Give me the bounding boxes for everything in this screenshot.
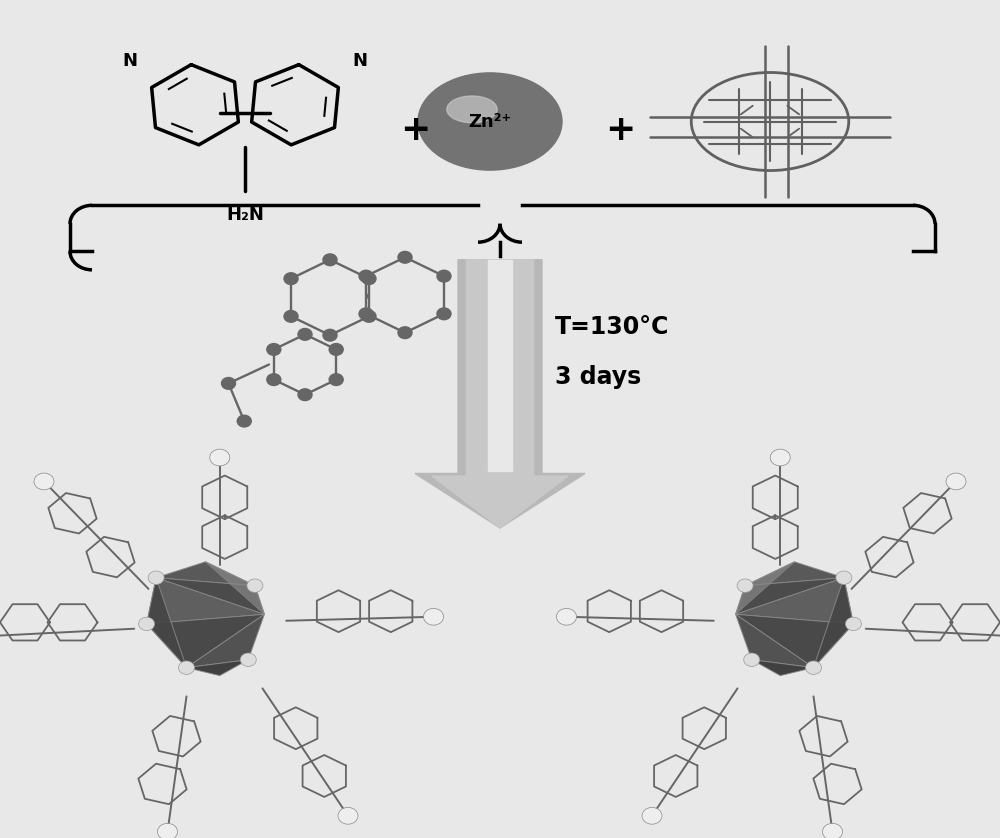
Circle shape <box>770 449 790 466</box>
Circle shape <box>359 308 373 319</box>
Circle shape <box>737 579 753 592</box>
FancyArrow shape <box>415 260 585 528</box>
Circle shape <box>157 823 178 838</box>
Circle shape <box>247 579 263 592</box>
Circle shape <box>267 344 281 355</box>
Circle shape <box>298 328 312 340</box>
Circle shape <box>642 808 662 824</box>
Text: +: + <box>605 113 635 147</box>
Polygon shape <box>814 577 853 668</box>
Circle shape <box>329 344 343 355</box>
Circle shape <box>822 823 842 838</box>
Circle shape <box>946 473 966 489</box>
Circle shape <box>298 389 312 401</box>
Polygon shape <box>745 561 844 586</box>
Circle shape <box>284 273 298 285</box>
Circle shape <box>329 374 343 385</box>
Polygon shape <box>147 577 186 668</box>
Ellipse shape <box>454 97 526 146</box>
Text: T=130°C: T=130°C <box>555 315 669 339</box>
Circle shape <box>323 329 337 341</box>
Text: N: N <box>352 51 367 70</box>
Circle shape <box>148 571 164 584</box>
Polygon shape <box>147 614 264 668</box>
Circle shape <box>744 653 760 666</box>
Ellipse shape <box>447 96 497 122</box>
Circle shape <box>34 473 54 489</box>
Polygon shape <box>736 614 853 668</box>
Circle shape <box>323 254 337 266</box>
Circle shape <box>806 661 822 675</box>
Text: 3 days: 3 days <box>555 365 641 389</box>
Circle shape <box>362 311 376 322</box>
Circle shape <box>424 608 444 625</box>
FancyArrow shape <box>488 260 512 471</box>
Circle shape <box>284 311 298 322</box>
Text: Zn²⁺: Zn²⁺ <box>468 112 512 131</box>
Circle shape <box>240 653 256 666</box>
Polygon shape <box>156 561 255 586</box>
Ellipse shape <box>445 91 535 152</box>
Ellipse shape <box>427 79 553 164</box>
Circle shape <box>237 416 251 427</box>
Circle shape <box>178 661 194 675</box>
Ellipse shape <box>463 103 517 140</box>
Polygon shape <box>186 614 264 668</box>
Text: +: + <box>400 113 430 147</box>
Circle shape <box>398 327 412 339</box>
Circle shape <box>398 251 412 263</box>
Circle shape <box>338 808 358 824</box>
Ellipse shape <box>481 116 499 127</box>
Polygon shape <box>186 660 248 675</box>
Polygon shape <box>206 561 264 614</box>
Text: N: N <box>123 51 138 70</box>
Ellipse shape <box>418 73 562 170</box>
Circle shape <box>836 571 852 584</box>
Circle shape <box>359 271 373 282</box>
Circle shape <box>437 271 451 282</box>
Polygon shape <box>752 660 814 675</box>
Polygon shape <box>736 614 814 668</box>
Circle shape <box>845 617 861 630</box>
Circle shape <box>437 308 451 319</box>
Circle shape <box>556 608 576 625</box>
Polygon shape <box>736 577 844 614</box>
Polygon shape <box>736 561 794 614</box>
Polygon shape <box>156 577 264 614</box>
Ellipse shape <box>472 110 508 134</box>
Circle shape <box>362 273 376 285</box>
Polygon shape <box>736 577 853 623</box>
Circle shape <box>221 377 236 389</box>
Circle shape <box>267 374 281 385</box>
FancyArrow shape <box>432 260 568 528</box>
Ellipse shape <box>436 85 544 158</box>
Text: H₂N: H₂N <box>226 206 264 225</box>
Circle shape <box>139 617 155 630</box>
Circle shape <box>210 449 230 466</box>
Polygon shape <box>147 577 264 623</box>
